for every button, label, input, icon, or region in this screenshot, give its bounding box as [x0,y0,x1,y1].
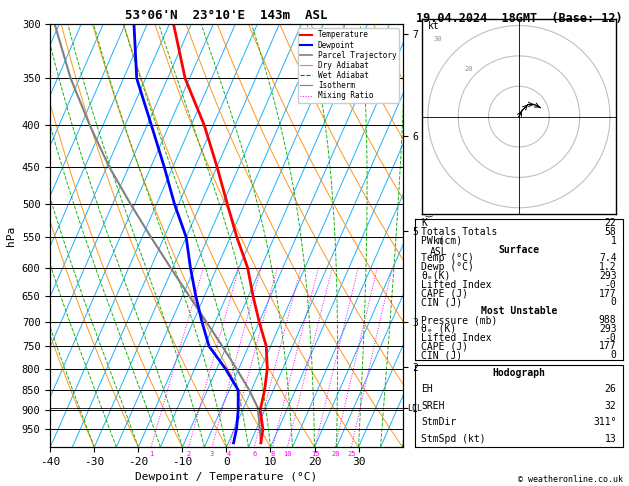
Text: CIN (J): CIN (J) [421,350,462,360]
Text: 3: 3 [210,451,214,456]
Legend: Temperature, Dewpoint, Parcel Trajectory, Dry Adiabat, Wet Adiabat, Isotherm, Mi: Temperature, Dewpoint, Parcel Trajectory… [298,28,399,103]
Text: 26: 26 [604,384,616,394]
Text: Mixing Ratio (g/kg): Mixing Ratio (g/kg) [426,188,435,283]
Text: 293: 293 [599,324,616,334]
Text: 4: 4 [227,451,231,456]
Text: SREH: SREH [421,401,445,411]
Text: Lifted Index: Lifted Index [421,280,492,290]
Text: 19.04.2024  18GMT  (Base: 12): 19.04.2024 18GMT (Base: 12) [416,12,622,25]
Text: 32: 32 [604,401,616,411]
Text: 20: 20 [331,451,340,456]
Text: Dewp (°C): Dewp (°C) [421,262,474,272]
Text: 1: 1 [149,451,153,456]
Text: EH: EH [421,384,433,394]
Text: CIN (J): CIN (J) [421,297,462,307]
Text: LCL: LCL [407,404,421,413]
Text: 6: 6 [252,451,257,456]
Y-axis label: hPa: hPa [6,226,16,246]
Text: 0: 0 [611,350,616,360]
Title: 53°06'N  23°10'E  143m  ASL: 53°06'N 23°10'E 143m ASL [125,9,328,22]
Text: 1: 1 [611,236,616,246]
Text: StmSpd (kt): StmSpd (kt) [421,434,486,444]
Text: 8: 8 [270,451,275,456]
Text: -0: -0 [604,280,616,290]
Text: Temp (°C): Temp (°C) [421,253,474,263]
Text: 30: 30 [434,35,442,42]
Text: θₑ (K): θₑ (K) [421,324,457,334]
Text: © weatheronline.co.uk: © weatheronline.co.uk [518,474,623,484]
Text: 1.2: 1.2 [599,262,616,272]
Text: 177: 177 [599,342,616,351]
Text: 13: 13 [604,434,616,444]
Text: 15: 15 [311,451,320,456]
Text: StmDir: StmDir [421,417,457,427]
Text: Hodograph: Hodograph [493,368,545,378]
Text: 20: 20 [464,66,473,72]
Text: θₑ(K): θₑ(K) [421,271,451,281]
Text: 293: 293 [599,271,616,281]
Y-axis label: km
ASL: km ASL [430,236,448,257]
Text: 10: 10 [283,451,292,456]
Text: CAPE (J): CAPE (J) [421,342,469,351]
Text: Totals Totals: Totals Totals [421,227,498,237]
Text: Surface: Surface [498,244,540,255]
Text: 177: 177 [599,289,616,298]
Text: kt: kt [428,20,440,31]
Text: -0: -0 [604,332,616,343]
Text: 311°: 311° [593,417,616,427]
Text: CAPE (J): CAPE (J) [421,289,469,298]
Text: 7.4: 7.4 [599,253,616,263]
Text: PW (cm): PW (cm) [421,236,462,246]
Text: Most Unstable: Most Unstable [481,306,557,316]
Text: 22: 22 [604,218,616,228]
Text: 0: 0 [611,297,616,307]
Text: 2: 2 [187,451,191,456]
Text: K: K [421,218,427,228]
Text: Lifted Index: Lifted Index [421,332,492,343]
Text: 988: 988 [599,315,616,325]
Text: 25: 25 [347,451,355,456]
X-axis label: Dewpoint / Temperature (°C): Dewpoint / Temperature (°C) [135,472,318,483]
Text: Pressure (mb): Pressure (mb) [421,315,498,325]
Text: 58: 58 [604,227,616,237]
